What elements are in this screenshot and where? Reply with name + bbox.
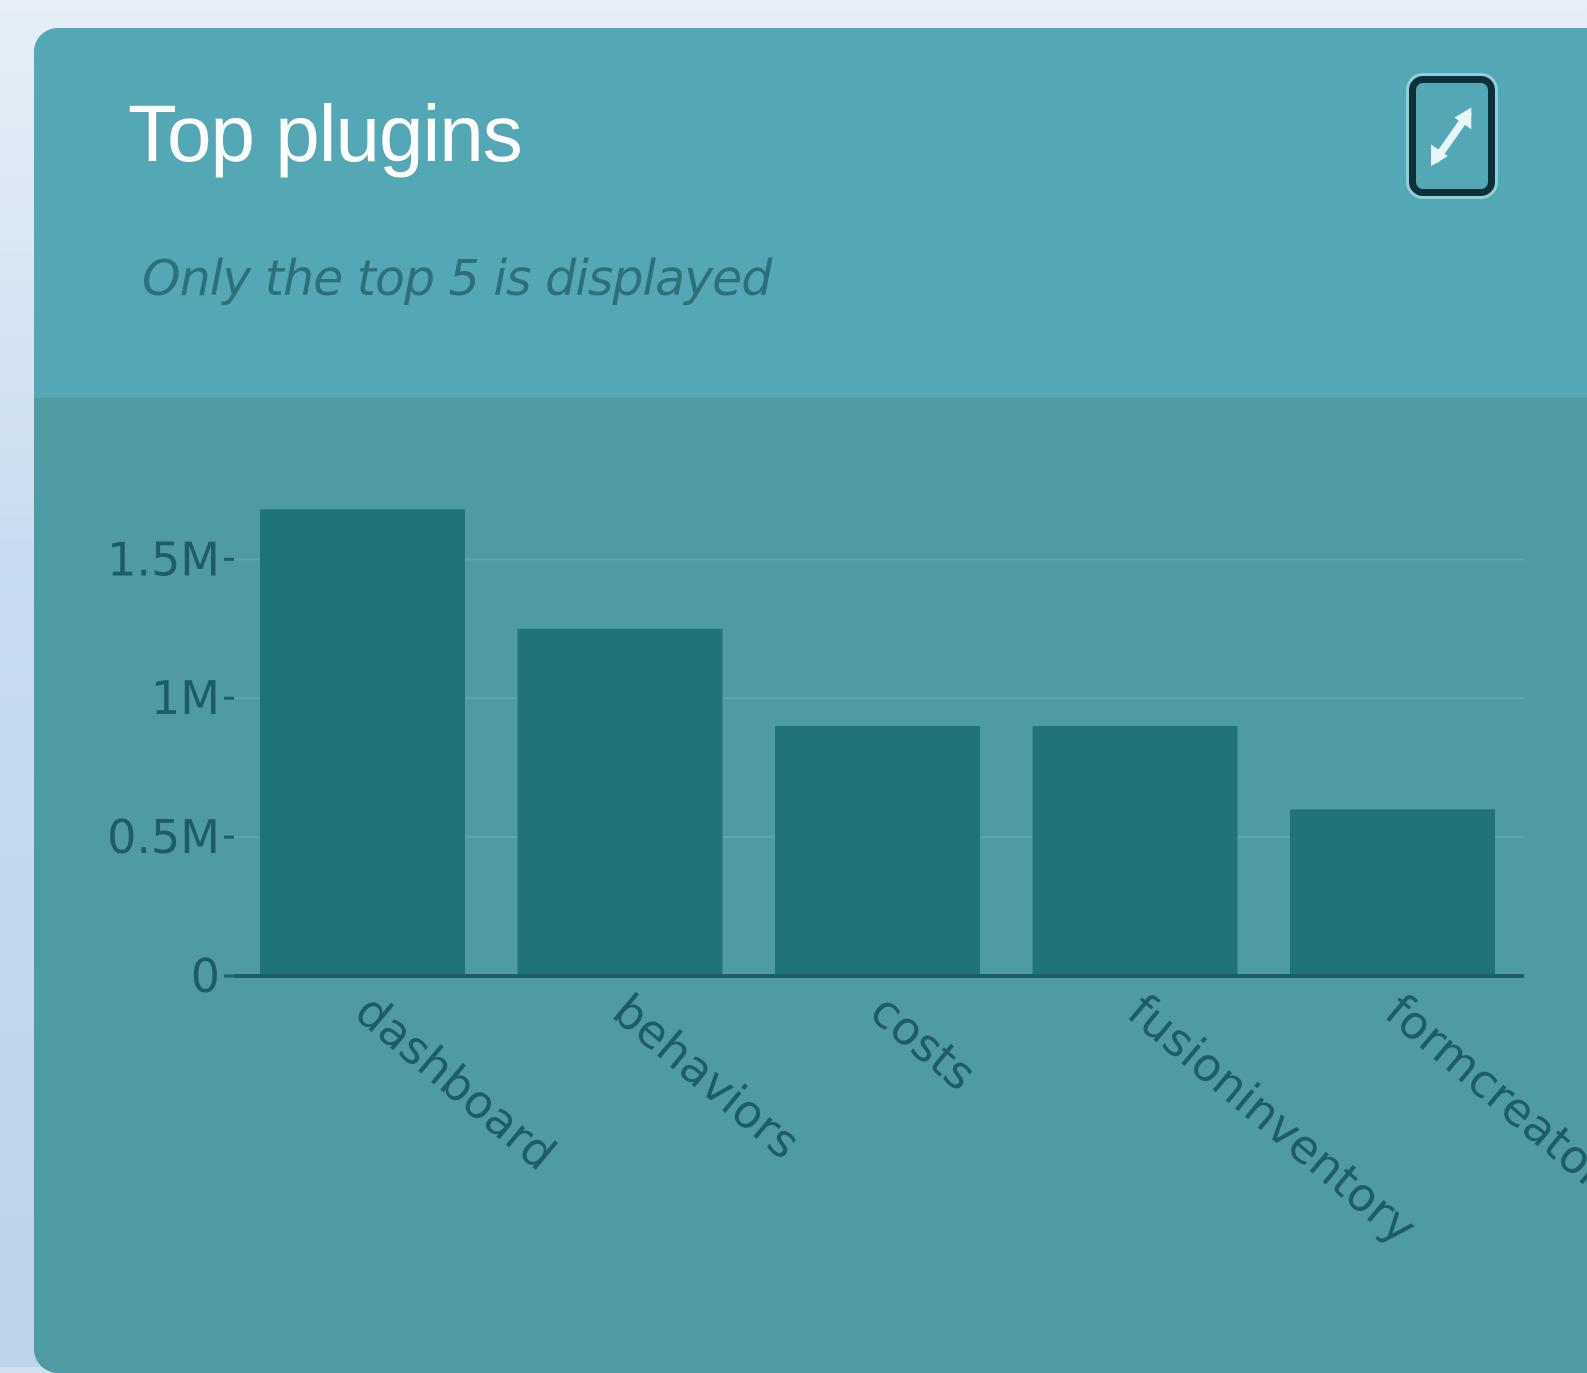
y-tick-label: 1.5M [107, 532, 220, 586]
panel-title: Top plugins [128, 89, 523, 178]
x-category-label: formcreator [1375, 983, 1587, 1199]
x-category-label: dashboard [345, 983, 566, 1181]
expand-button[interactable] [1409, 76, 1495, 196]
bar-behaviors[interactable] [517, 628, 723, 976]
expand-arrows-icon [1431, 107, 1472, 167]
bar-fusioninventory[interactable] [1032, 726, 1238, 976]
y-tick-label: 0.5M [107, 810, 220, 864]
bar-costs[interactable] [775, 726, 980, 976]
bar-formcreator[interactable] [1290, 809, 1495, 976]
x-category-label: behaviors [603, 983, 811, 1170]
bar-dashboard[interactable] [260, 509, 465, 976]
y-tick-label: 1M [151, 671, 220, 725]
panel-header: Top plugins Only the top 5 is displayed [34, 28, 1587, 398]
chart-area: 0 0.5M 1M 1.5M dashboard behaviors costs fusion… [34, 398, 1587, 1373]
top-plugins-panel: Top plugins Only the top 5 is displayed … [34, 28, 1587, 1373]
y-tick-label: 0 [191, 949, 220, 1003]
panel-subtitle: Only the top 5 is displayed [142, 250, 772, 307]
x-category-label: costs [860, 983, 986, 1101]
